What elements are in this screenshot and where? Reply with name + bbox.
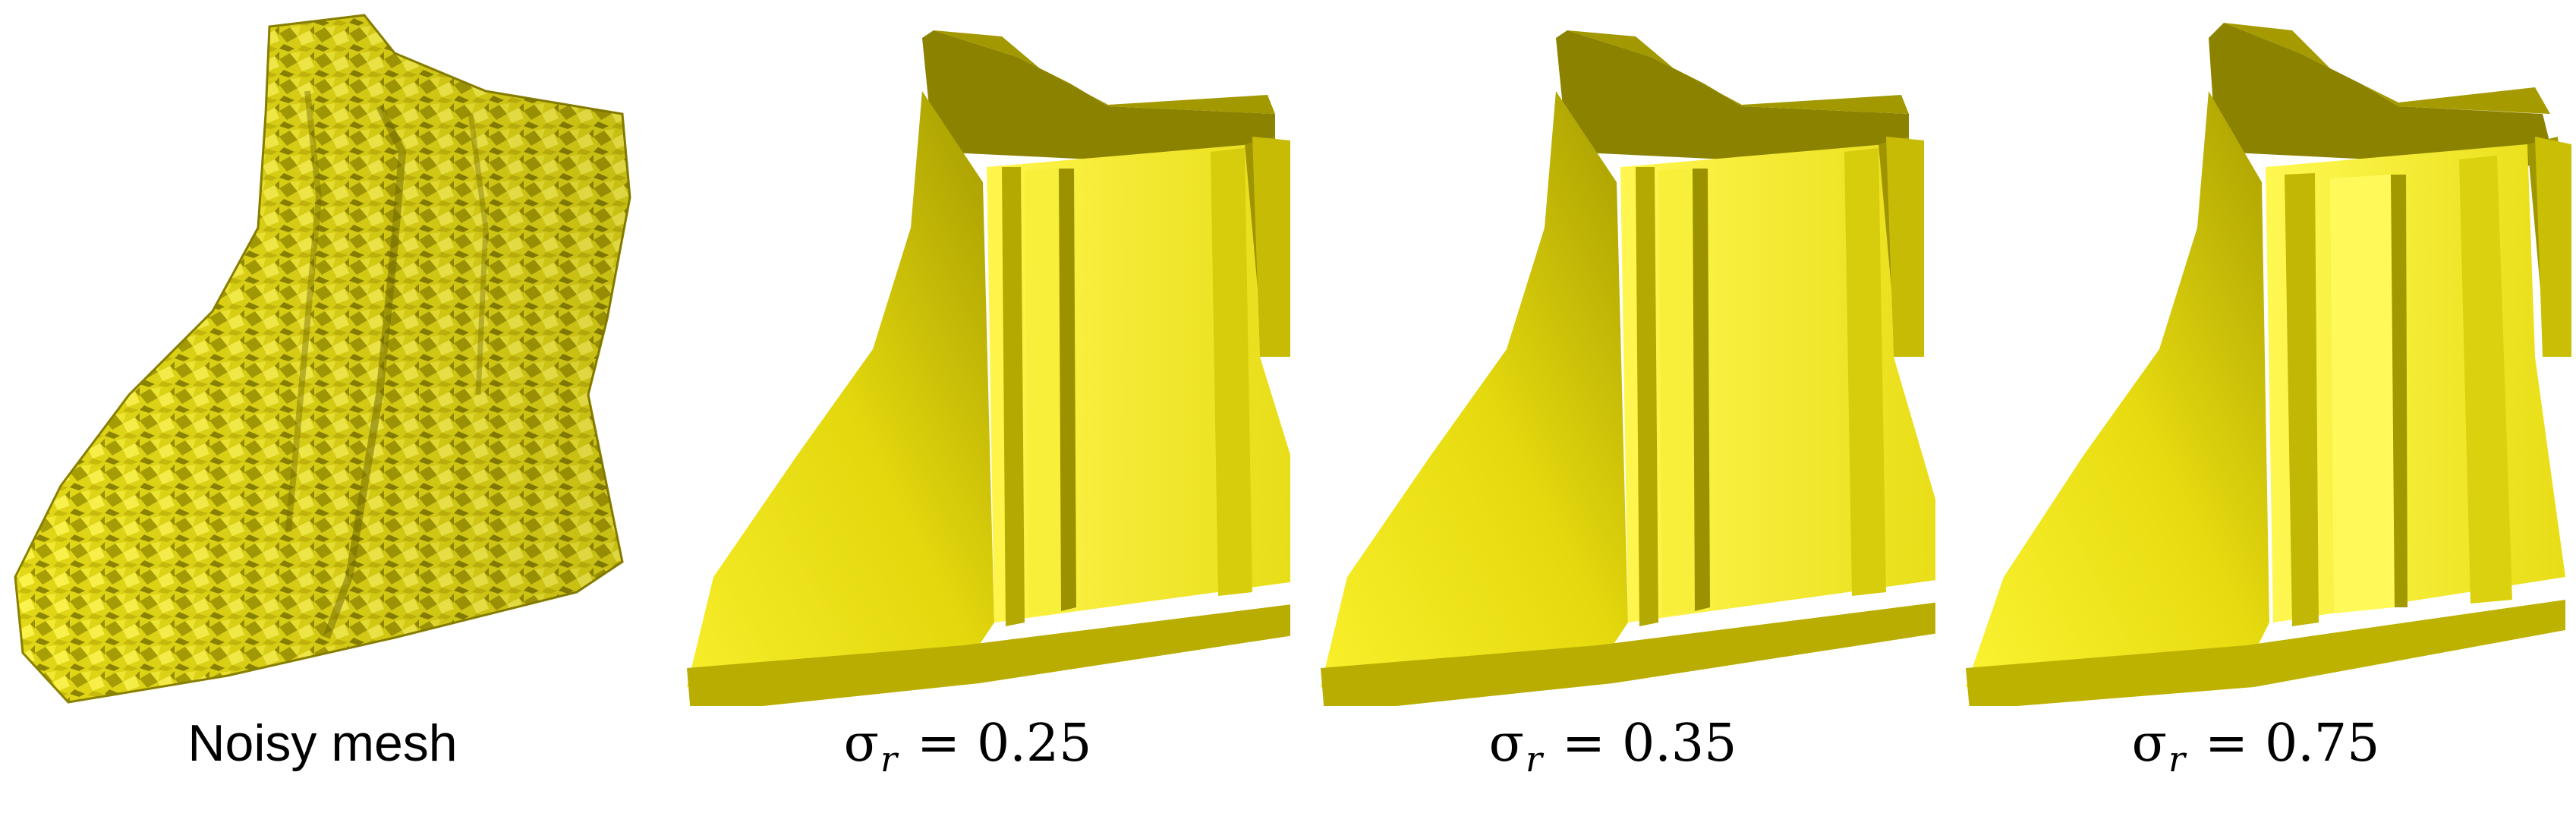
equals-sign: = bbox=[917, 714, 960, 774]
sigma-035-caption: σr = 0.35 bbox=[1290, 717, 1935, 777]
noisy-mesh-render bbox=[14, 14, 631, 704]
sigma-symbol: σ bbox=[2131, 714, 2168, 774]
smooth-mesh-render-035 bbox=[1321, 30, 1935, 706]
equals-sign: = bbox=[2205, 714, 2248, 774]
equals-sign: = bbox=[1562, 714, 1605, 774]
sigma-value: 0.35 bbox=[1622, 714, 1737, 774]
result-panel-025: σr = 0.25 bbox=[645, 0, 1290, 829]
sigma-subscript: r bbox=[880, 739, 898, 780]
sigma-075-caption: σr = 0.75 bbox=[1935, 717, 2576, 777]
smooth-mesh-render-025 bbox=[687, 30, 1290, 706]
noisy-mesh-panel: Noisy mesh bbox=[0, 0, 645, 829]
smooth-mesh-render-075 bbox=[1966, 23, 2571, 706]
sigma-subscript: r bbox=[2168, 739, 2186, 780]
sigma-symbol: σ bbox=[843, 714, 880, 774]
sigma-025-caption: σr = 0.25 bbox=[645, 717, 1290, 777]
result-panel-075: σr = 0.75 bbox=[1935, 0, 2576, 829]
result-panel-035: σr = 0.35 bbox=[1290, 0, 1935, 829]
sigma-value: 0.75 bbox=[2265, 714, 2380, 774]
noisy-mesh-caption: Noisy mesh bbox=[187, 714, 458, 772]
sigma-subscript: r bbox=[1526, 739, 1543, 780]
sigma-value: 0.25 bbox=[977, 714, 1092, 774]
sigma-symbol: σ bbox=[1488, 714, 1525, 774]
